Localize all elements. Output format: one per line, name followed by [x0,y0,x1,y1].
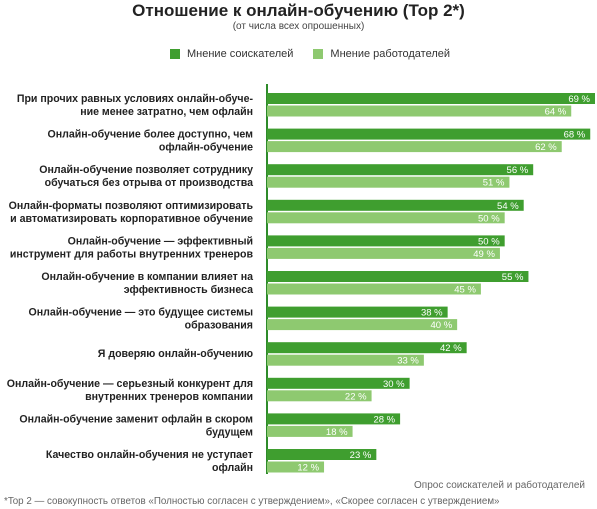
category-label: Онлайн-обучение позволяет сотруднику обуч… [39,164,253,189]
bar-value-label: 30 % [383,379,405,390]
bar-applicants [267,128,591,140]
footnote: *Top 2 — совокупность ответов «Полностью… [4,496,500,507]
category-label: Онлайн-обучение заменит офлайн в скором б… [19,413,253,438]
bar-value-label: 55 % [502,272,524,283]
bar-value-label: 54 % [497,201,519,212]
category-label: При прочих равных условиях онлайн-обуче-… [17,93,254,118]
bar-value-label: 50 % [478,236,500,247]
chart-title: Отношение к онлайн-обучению (Top 2*) [132,1,465,20]
bar-employers [267,425,353,437]
bar-value-label: 51 % [483,178,505,189]
legend-swatch-employers [313,49,324,59]
bar-applicants [267,377,410,389]
bar-value-label: 22 % [345,391,367,402]
bar-employers [267,319,458,331]
bar-value-label: 23 % [350,450,372,461]
bar-employers [267,176,510,188]
category-label: Онлайн-обучение — эффективный инструмент … [10,235,254,260]
bar-value-label: 12 % [297,463,319,474]
legend: Мнение соискателей Мнение работодателей [170,48,470,60]
category-label: Онлайн-обучение — это будущее системы обр… [28,307,253,332]
bar-value-label: 49 % [473,249,495,260]
bar-applicants [267,199,524,211]
bar-applicants [267,164,534,176]
category-label: Онлайн-обучение в компании влияет на эффе… [41,271,253,296]
bar-value-label: 38 % [421,308,443,319]
bar-value-label: 68 % [564,130,586,141]
bar-applicants [267,413,401,425]
bar-value-label: 64 % [545,107,567,118]
bar-applicants [267,342,467,354]
bar-applicants [267,306,448,318]
bar-value-label: 33 % [397,356,419,367]
bar-value-label: 56 % [507,165,529,176]
category-label: Качество онлайн-обучения не уступает офла… [46,449,253,474]
bar-applicants [267,271,529,282]
bar-employers [267,283,481,295]
legend-label-employers: Мнение работодателей [330,48,451,60]
category-label: Я доверяю онлайн-обучению [98,348,253,360]
bar-employers [267,247,500,259]
bar-value-label: 28 % [373,414,395,425]
legend-item-applicants: Мнение соискателей [170,48,293,60]
legend-item-employers: Мнение работодателей [313,48,450,60]
source-note: Опрос соискателей и работодателей [414,480,585,491]
bar-value-label: 45 % [454,285,476,296]
legend-label-applicants: Мнение соискателей [187,48,294,60]
bar-employers [267,141,562,153]
bar-employers [267,354,424,366]
category-label: Онлайн-обучение более доступно, чем офлай… [47,129,253,154]
bar-value-label: 62 % [535,142,557,153]
bar-value-label: 40 % [430,320,452,331]
bar-employers [267,212,505,224]
bar-applicants [267,449,377,460]
bar-value-label: 69 % [568,94,590,105]
category-label: Онлайн-обучение — серьезный конкурент дл… [7,378,253,403]
bar-applicants [267,235,505,247]
legend-swatch-applicants [170,49,180,59]
bar-employers [267,461,325,473]
bar-value-label: 50 % [478,213,500,224]
bar-applicants [267,93,595,104]
chart-subtitle: (от числа всех опрошенных) [232,21,365,32]
bar-employers [267,105,572,117]
bar-value-label: 18 % [326,427,348,438]
bar-value-label: 42 % [440,343,462,354]
category-label: Онлайн-форматы позволяют оптимизировать и… [9,200,254,225]
bar-employers [267,390,372,402]
